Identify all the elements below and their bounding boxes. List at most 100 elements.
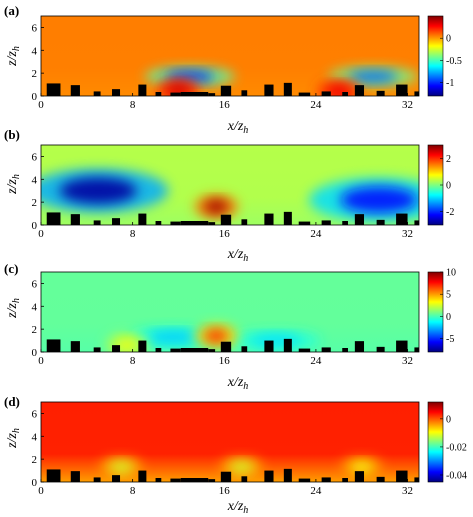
building: [414, 477, 419, 482]
building: [396, 470, 408, 482]
colorbar-tick-label: 10: [446, 268, 456, 279]
x-tick-label: 24: [310, 355, 322, 367]
x-tick-label: 24: [310, 228, 322, 240]
building: [138, 470, 147, 482]
building: [376, 346, 385, 352]
x-tick-label: 16: [219, 99, 231, 111]
low-region-core: [229, 461, 254, 474]
x-axis-label: x/zh: [227, 499, 249, 516]
building: [342, 92, 348, 96]
y-tick-label: 2: [32, 324, 38, 336]
building: [138, 84, 147, 96]
plot-frame: [40, 144, 420, 226]
building: [220, 471, 232, 482]
building: [264, 213, 274, 225]
panel-label: (a): [4, 3, 19, 18]
building: [376, 90, 385, 96]
building: [241, 346, 248, 352]
low-region-core: [109, 461, 134, 474]
building: [155, 221, 162, 225]
building: [283, 82, 292, 96]
building: [46, 339, 61, 352]
building: [93, 347, 101, 352]
colorbar-tick-label: -5: [446, 334, 454, 345]
colorbar-tick-label: 0: [446, 181, 451, 192]
colorbar-gradient: [427, 401, 444, 483]
x-tick-label: 32: [402, 99, 413, 111]
x-tick-label: 32: [402, 485, 413, 497]
y-tick-label: 4: [32, 431, 38, 443]
y-tick-label: 6: [32, 278, 38, 290]
building: [220, 214, 232, 225]
panel-label: (b): [4, 127, 20, 142]
y-tick-label: 4: [32, 45, 38, 57]
building: [208, 93, 216, 96]
building: [93, 220, 101, 225]
colorbar-tick-label: 0: [446, 414, 451, 425]
building: [396, 213, 408, 225]
y-tick-label: 0: [32, 477, 38, 489]
heatmap-field: [41, 145, 419, 225]
building: [180, 92, 209, 96]
building: [180, 221, 209, 225]
building: [241, 476, 248, 482]
building: [180, 348, 209, 352]
building: [396, 340, 408, 352]
building: [112, 475, 121, 482]
building: [321, 220, 331, 225]
x-tick-label: 16: [219, 355, 231, 367]
panel-label: (c): [4, 261, 18, 276]
building: [112, 89, 121, 96]
building: [321, 477, 331, 482]
colorbar-gradient: [427, 15, 444, 97]
building: [283, 468, 292, 482]
colorbar-tick-label: 0: [446, 34, 451, 45]
building: [112, 345, 121, 352]
x-tick-label: 8: [130, 355, 136, 367]
y-axis-label: z/zh: [5, 428, 22, 449]
colorbar: 0 -0.5 -1: [427, 15, 462, 97]
y-axis-label: z/zh: [5, 174, 22, 195]
building: [220, 341, 232, 352]
heatmap-field: [41, 402, 419, 482]
building: [298, 92, 311, 96]
colorbar-tick-label: -2: [446, 207, 454, 218]
building: [46, 469, 61, 482]
y-tick-label: 2: [32, 197, 38, 209]
building: [170, 221, 181, 225]
building: [241, 219, 248, 225]
high-region-core: [204, 328, 229, 344]
building: [241, 90, 248, 96]
x-tick-label: 0: [38, 355, 44, 367]
low-region-core: [251, 334, 301, 347]
building: [46, 212, 61, 225]
panel-label: (d): [4, 394, 20, 409]
y-tick-label: 0: [32, 91, 38, 103]
building: [321, 91, 331, 96]
building: [112, 218, 121, 225]
building: [46, 83, 61, 96]
x-tick-label: 0: [38, 228, 44, 240]
building: [170, 478, 181, 482]
x-tick-label: 0: [38, 99, 44, 111]
y-tick-label: 4: [32, 301, 38, 313]
colorbar-tick-label: -1: [446, 78, 454, 89]
x-tick-label: 24: [310, 99, 322, 111]
x-axis-label: x/zh: [227, 375, 249, 392]
colorbar-tick-label: -0.04: [446, 470, 467, 481]
high-region-core: [204, 199, 229, 214]
low-region-core: [59, 177, 137, 204]
colorbar-tick-label: -0.02: [446, 442, 467, 453]
plot-frame: [40, 15, 420, 97]
y-tick-label: 0: [32, 220, 38, 232]
building: [170, 92, 181, 96]
y-axis-label: z/zh: [5, 298, 22, 319]
building: [298, 478, 311, 482]
building: [180, 478, 209, 482]
building: [414, 91, 419, 96]
building: [354, 471, 365, 482]
